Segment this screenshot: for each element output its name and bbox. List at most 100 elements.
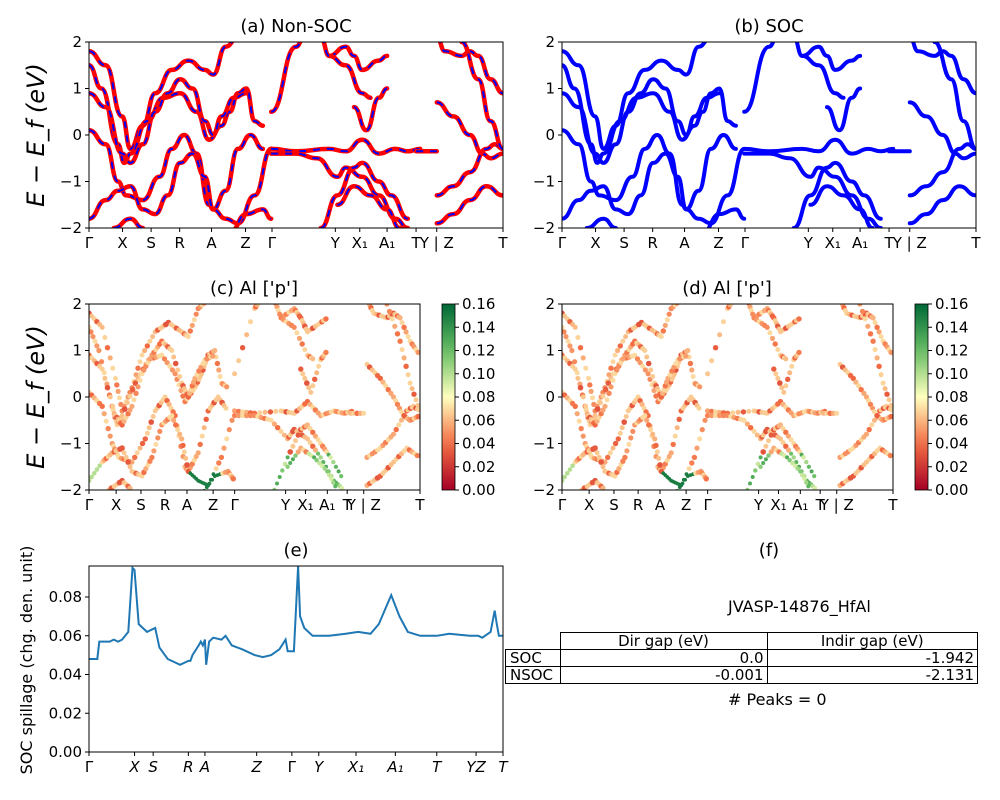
data-point bbox=[862, 316, 868, 322]
data-point bbox=[304, 380, 310, 386]
x-tick-label: R bbox=[647, 234, 657, 252]
data-point bbox=[104, 384, 111, 391]
data-point bbox=[193, 311, 199, 317]
data-point bbox=[305, 436, 310, 442]
data-point bbox=[886, 397, 892, 403]
data-point bbox=[781, 389, 787, 395]
data-point bbox=[415, 402, 420, 408]
data-point bbox=[750, 475, 755, 479]
data-point bbox=[399, 347, 405, 353]
data-point bbox=[603, 386, 609, 393]
data-point bbox=[132, 380, 139, 386]
data-point bbox=[610, 359, 616, 365]
data-point bbox=[273, 408, 279, 414]
x-tick-label: S bbox=[148, 758, 158, 776]
band-line-dashed bbox=[270, 42, 302, 113]
data-point bbox=[672, 433, 678, 439]
data-point bbox=[741, 417, 747, 423]
plot-frame-b bbox=[561, 41, 977, 229]
data-point bbox=[856, 383, 862, 389]
data-point bbox=[735, 409, 741, 415]
data-point bbox=[562, 474, 567, 480]
data-point bbox=[302, 375, 308, 381]
data-point bbox=[615, 436, 621, 442]
data-point bbox=[888, 413, 893, 420]
data-point bbox=[785, 447, 792, 453]
data-point bbox=[806, 484, 811, 489]
data-point bbox=[610, 377, 616, 383]
band-line bbox=[742, 42, 776, 114]
x-tick-label: A₁ bbox=[852, 234, 868, 252]
y-tick-label: −2 bbox=[60, 219, 82, 237]
band-line bbox=[706, 207, 747, 228]
band-line-dashed bbox=[89, 147, 272, 225]
data-point bbox=[639, 401, 645, 407]
band-line bbox=[808, 184, 875, 228]
data-point bbox=[746, 408, 752, 414]
data-point bbox=[758, 464, 763, 469]
data-point bbox=[248, 319, 253, 325]
data-point bbox=[180, 393, 186, 399]
band-line bbox=[794, 42, 846, 100]
data-point bbox=[104, 345, 111, 351]
x-tick-label: T bbox=[970, 234, 981, 252]
data-point bbox=[142, 436, 148, 442]
data-point bbox=[569, 347, 575, 354]
cell-soc-indir: -1.942 bbox=[766, 649, 978, 667]
data-point bbox=[761, 461, 766, 465]
band-line bbox=[907, 142, 976, 198]
data-point bbox=[394, 331, 401, 337]
x-tick-label: Y | Z bbox=[419, 234, 454, 252]
data-point bbox=[231, 412, 238, 419]
data-point bbox=[577, 384, 584, 391]
x-tick-label: T bbox=[497, 234, 508, 252]
row-label-nsoc: NSOC bbox=[505, 666, 561, 684]
x-tick-label: Y bbox=[753, 496, 764, 514]
data-point bbox=[834, 410, 840, 416]
ylabel-e: SOC spillage (chg. den. unit) bbox=[17, 546, 36, 775]
data-point bbox=[331, 459, 336, 465]
colorbar-tick-label: 0.00 bbox=[935, 481, 968, 499]
data-point bbox=[99, 324, 105, 330]
data-point bbox=[113, 375, 118, 381]
colorbar-tick-label: 0.06 bbox=[935, 411, 968, 429]
table-row: NSOC -0.001 -2.131 bbox=[505, 666, 978, 684]
data-point bbox=[285, 464, 290, 469]
data-point bbox=[307, 426, 313, 432]
data-point bbox=[175, 367, 181, 373]
data-point bbox=[570, 463, 575, 469]
data-point bbox=[312, 447, 318, 453]
data-point bbox=[721, 319, 726, 325]
data-point bbox=[880, 380, 886, 386]
data-point bbox=[795, 466, 800, 471]
data-point bbox=[197, 441, 203, 448]
data-point bbox=[201, 425, 207, 431]
data-point bbox=[137, 445, 143, 451]
x-tick-label: X bbox=[111, 496, 121, 514]
data-point bbox=[310, 429, 316, 435]
data-point bbox=[179, 436, 185, 442]
x-tick-label: A₁ bbox=[319, 496, 335, 514]
data-point bbox=[129, 403, 135, 409]
data-point bbox=[135, 384, 141, 390]
data-point bbox=[323, 316, 329, 322]
data-point bbox=[333, 464, 338, 469]
data-point bbox=[802, 476, 807, 482]
data-point bbox=[183, 455, 189, 461]
data-point bbox=[612, 371, 618, 377]
data-point bbox=[853, 379, 859, 385]
data-point bbox=[212, 347, 218, 354]
data-point bbox=[607, 450, 613, 456]
band-line-dashed bbox=[271, 138, 421, 155]
x-tick-label: X bbox=[128, 758, 140, 776]
data-point bbox=[712, 345, 719, 351]
data-point bbox=[657, 462, 663, 468]
data-point bbox=[772, 341, 778, 347]
data-point bbox=[114, 382, 120, 388]
data-point bbox=[296, 335, 303, 341]
data-point bbox=[386, 308, 393, 314]
x-tick-label: Y bbox=[803, 234, 814, 252]
data-point bbox=[644, 417, 650, 423]
x-tick-label: A bbox=[199, 758, 210, 776]
data-point bbox=[281, 432, 287, 438]
